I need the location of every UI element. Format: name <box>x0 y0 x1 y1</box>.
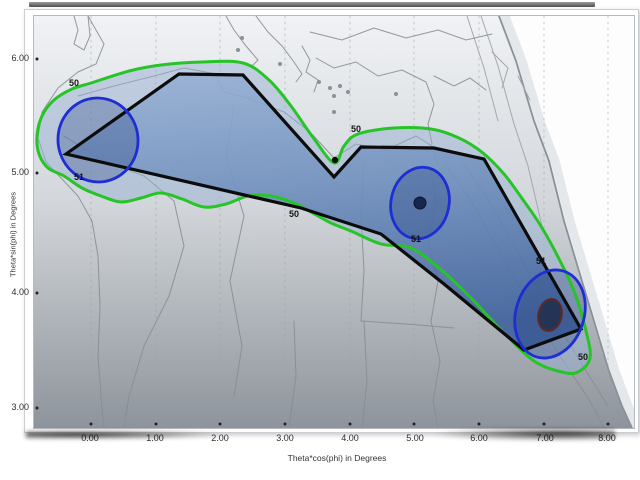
axis-tick-dot <box>218 422 222 426</box>
axis-tick-dot <box>35 171 39 175</box>
axis-tick-dot <box>154 422 158 426</box>
shadow-smudge-left <box>26 431 221 439</box>
country-borders <box>361 320 368 428</box>
plot-svg: 50 50 50 50 51 51 51 <box>34 16 634 428</box>
islands <box>338 84 342 88</box>
islands <box>346 90 350 94</box>
contour-label-51: 51 <box>411 234 421 244</box>
islands <box>240 36 244 40</box>
limb-shade <box>500 16 634 428</box>
limb-meridian-lines <box>480 16 543 227</box>
coverage-polygon-outline <box>62 72 584 352</box>
contour-label-50: 50 <box>69 78 79 88</box>
axis-tick-dot <box>542 422 546 426</box>
contour-label-51: 51 <box>536 256 546 266</box>
y-tick-label: 3.00 <box>11 402 29 412</box>
islands <box>317 80 321 84</box>
axis-tick-dot <box>348 422 352 426</box>
country-borders <box>77 16 105 73</box>
country-borders <box>73 16 91 51</box>
y-tick-label: 4.00 <box>11 287 29 297</box>
contour-50-line <box>35 59 592 376</box>
contour-label-50: 50 <box>289 209 299 219</box>
islands <box>332 110 336 114</box>
country-borders <box>225 16 259 67</box>
islands <box>278 62 282 66</box>
country-borders <box>309 27 493 41</box>
limb-meridian-lines <box>491 51 509 89</box>
axis-tick-dot <box>35 406 39 410</box>
contour-label-50: 50 <box>578 352 588 362</box>
country-borders <box>37 71 105 428</box>
y-tick-label: 5.00 <box>11 167 29 177</box>
axis-tick-dot <box>606 422 610 426</box>
limb-meridian-lines <box>466 16 499 122</box>
axis-tick-dot <box>35 291 39 295</box>
beam-center-dot <box>537 298 563 332</box>
window-top-edge <box>29 2 595 7</box>
limb-meridian-lines <box>517 75 531 101</box>
beam-center-dot <box>413 196 427 210</box>
y-tick-label: 6.00 <box>11 53 29 63</box>
country-borders <box>433 75 487 91</box>
islands <box>332 94 336 98</box>
contour-51-ring <box>389 165 451 241</box>
shadow-smudge-right <box>430 429 615 441</box>
country-borders <box>360 320 455 329</box>
axis-tick-dot <box>89 422 93 426</box>
country-borders <box>288 320 297 428</box>
plot-area: 50 50 50 50 51 51 51 <box>33 15 635 429</box>
x-tick-label: 3.00 <box>276 433 294 443</box>
country-borders <box>301 45 319 93</box>
x-tick-label: 5.00 <box>406 433 424 443</box>
axis-tick-dot <box>477 422 481 426</box>
contour-label-51: 51 <box>74 172 84 182</box>
x-axis-title: Theta*cos(phi) in Degrees <box>287 453 387 463</box>
contour-51-ring <box>513 268 587 360</box>
islands <box>394 92 398 96</box>
contour-51-ring <box>56 96 140 184</box>
axis-tick-dot <box>283 422 287 426</box>
axis-tick-dot <box>412 422 416 426</box>
islands <box>236 48 240 52</box>
x-tick-label: 4.00 <box>341 433 359 443</box>
y-axis-title: Theta*sin(phi) in Degrees <box>8 191 18 278</box>
islands <box>328 86 332 90</box>
beam-center-dot <box>331 156 339 164</box>
axis-tick-dot <box>35 57 39 61</box>
country-borders <box>255 16 303 83</box>
country-borders <box>315 57 435 145</box>
contour-label-50: 50 <box>351 124 361 134</box>
